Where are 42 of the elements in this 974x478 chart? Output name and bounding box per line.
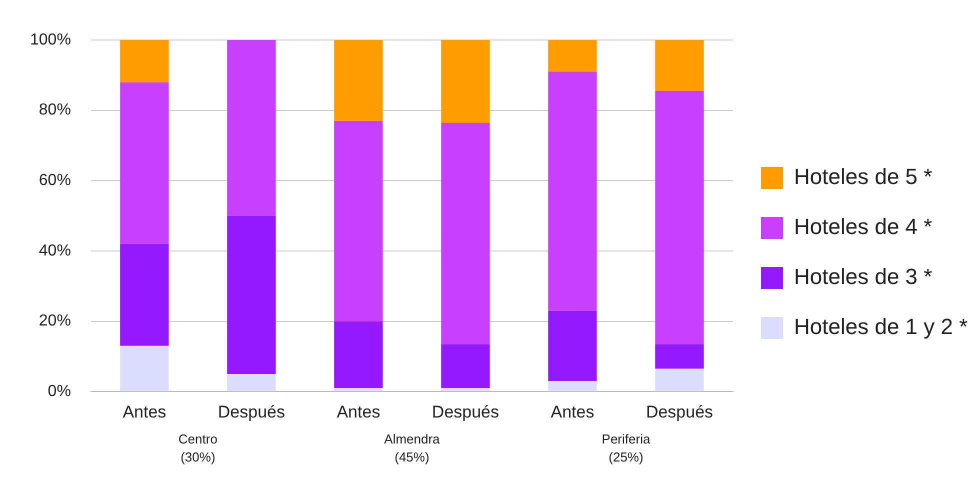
bar bbox=[120, 40, 169, 82]
x-tick-label: Después bbox=[646, 402, 714, 422]
bar bbox=[227, 216, 276, 374]
text: Centro (30%) bbox=[178, 432, 218, 465]
y-tick-label: 80% bbox=[38, 102, 71, 119]
bar bbox=[441, 388, 490, 392]
bar bbox=[334, 40, 383, 121]
legend-label: Hoteles de 4 * bbox=[794, 214, 933, 240]
y-tick-label: 20% bbox=[38, 312, 71, 330]
bar bbox=[655, 90, 704, 344]
x-tick-label: Después bbox=[432, 402, 500, 422]
bar bbox=[334, 120, 383, 322]
legend-label: Hoteles de 5 * bbox=[794, 164, 933, 190]
x-tick-label: Antes bbox=[550, 402, 594, 422]
bar bbox=[548, 381, 597, 392]
bar bbox=[227, 40, 276, 216]
x-tick-label: Antes bbox=[336, 402, 380, 422]
bar bbox=[441, 40, 490, 123]
legend-label: Hoteles de 3 * bbox=[794, 264, 933, 290]
bar bbox=[655, 40, 704, 91]
bar bbox=[441, 122, 490, 344]
bar bbox=[441, 344, 490, 388]
y-tick-label: 60% bbox=[38, 172, 71, 190]
bar bbox=[655, 344, 704, 369]
y-tick-label: 100% bbox=[30, 31, 71, 48]
text: Almendra (45%) bbox=[384, 432, 441, 465]
bar bbox=[120, 244, 169, 346]
x-tick-label: Después bbox=[218, 402, 285, 422]
y-tick-label: 40% bbox=[38, 242, 71, 260]
bar bbox=[120, 346, 169, 392]
bar bbox=[548, 310, 597, 382]
bar bbox=[334, 321, 383, 388]
bar bbox=[548, 72, 597, 311]
bar bbox=[548, 40, 597, 72]
legend-label: Hoteles de 1 y 2 * bbox=[794, 314, 968, 340]
x-tick-label: Antes bbox=[122, 402, 166, 422]
text: Periferia (25%) bbox=[602, 432, 651, 465]
bar bbox=[334, 388, 383, 392]
y-tick-label: 0% bbox=[48, 383, 71, 400]
bar bbox=[655, 368, 704, 392]
bar bbox=[120, 82, 169, 244]
bar bbox=[227, 374, 276, 392]
